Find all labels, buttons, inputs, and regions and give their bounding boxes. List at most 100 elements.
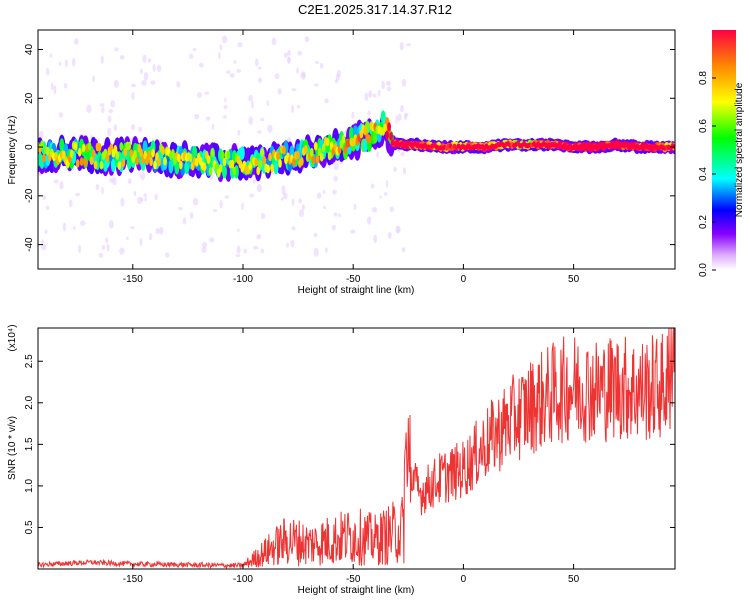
x-tick-label: -150 — [123, 574, 143, 585]
colorbar: 0.0 0.2 0.4 0.6 0.8 Normalized spectral ampl… — [698, 30, 745, 277]
heatmap-cell — [389, 131, 393, 141]
heatmap-noise-cell — [131, 92, 135, 101]
heatmap-cell — [325, 137, 330, 147]
heatmap-cell — [321, 143, 326, 153]
y-tick-label: 20 — [24, 92, 35, 104]
heatmap-noise-cell — [204, 91, 210, 95]
heatmap-noise-cell — [198, 62, 204, 68]
x-tick-label: 50 — [568, 274, 580, 285]
heatmap-noise-cell — [323, 205, 327, 210]
heatmap-noise-cell — [260, 248, 264, 254]
heatmap-noise-cell — [142, 54, 147, 63]
heatmap-cell — [161, 146, 165, 155]
heatmap-noise-cell — [353, 203, 357, 211]
heatmap-cell — [239, 146, 245, 160]
heatmap-noise-cell — [62, 222, 67, 232]
heatmap-cell — [149, 157, 153, 166]
heatmap-noise-cell — [45, 67, 50, 76]
heatmap-noise-cell — [131, 83, 136, 88]
heatmap-noise-cell — [266, 100, 270, 107]
heatmap-noise-cell — [45, 205, 50, 211]
heatmap-noise-cell — [201, 241, 208, 248]
heatmap-noise-cell — [98, 252, 104, 258]
heatmap-cell — [145, 156, 149, 166]
y-tick-label: 2.0 — [24, 395, 35, 409]
heatmap-cell — [188, 153, 193, 163]
heatmap-noise-cell — [395, 225, 400, 234]
heatmap-noise-cell — [397, 113, 402, 122]
heatmap-noise-cell — [130, 124, 136, 130]
x-tick-label: -150 — [123, 274, 143, 285]
heatmap-noise-cell — [139, 237, 143, 246]
heatmap-noise-cell — [68, 199, 73, 208]
heatmap-noise-cell — [364, 92, 369, 101]
heatmap-noise-cell — [402, 167, 407, 175]
heatmap-cell — [273, 160, 279, 175]
heatmap-noise-cell — [113, 124, 118, 132]
heatmap-noise-cell — [322, 189, 326, 194]
heatmap-noise-cell — [254, 58, 259, 67]
snr-y-axis: 0.5 1.0 1.5 2.0 2.5 — [24, 354, 675, 534]
heatmap-noise-cell — [301, 203, 305, 211]
heatmap-noise-cell — [256, 183, 262, 193]
heatmap-noise-cell — [291, 226, 296, 231]
heatmap-noise-cell — [385, 80, 391, 86]
heatmap-cell — [81, 143, 86, 153]
heatmap-noise-cell — [381, 80, 385, 90]
heatmap-noise-cell — [368, 90, 373, 98]
heatmap-noise-cell — [333, 175, 338, 182]
heatmap-noise-cell — [64, 59, 68, 68]
colorbar-tick-label: 0.0 — [698, 263, 709, 277]
heatmap-cell — [295, 150, 300, 160]
heatmap-noise-cell — [120, 197, 125, 207]
heatmap-cell — [270, 163, 274, 173]
heatmap-cell — [262, 155, 267, 165]
heatmap-cell — [266, 164, 270, 174]
heatmap-noise-cell — [59, 181, 64, 190]
heatmap-noise-cell — [313, 83, 319, 87]
heatmap-noise-cell — [248, 116, 253, 125]
heatmap-noise-cell — [152, 63, 156, 72]
heatmap-noise-cell — [86, 104, 92, 113]
heatmap-noise-cell — [304, 36, 310, 43]
x-tick-label: 50 — [568, 574, 580, 585]
heatmap-cell — [79, 157, 84, 167]
snr-series-line — [38, 328, 675, 569]
heatmap-cell — [260, 148, 265, 157]
spectrogram-heatmap — [38, 35, 675, 258]
heatmap-noise-cell — [44, 229, 48, 234]
heatmap-cell — [367, 134, 372, 144]
heatmap-noise-cell — [285, 242, 289, 248]
heatmap-noise-cell — [229, 73, 235, 78]
heatmap-noise-cell — [109, 219, 114, 229]
heatmap-noise-cell — [389, 206, 394, 213]
heatmap-cell — [383, 123, 388, 133]
heatmap-noise-cell — [218, 52, 221, 60]
heatmap-noise-cell — [236, 245, 241, 254]
heatmap-cell — [123, 147, 128, 157]
spectrogram-x-axis: -150 -100 -50 0 50 — [123, 30, 580, 285]
heatmap-noise-cell — [350, 229, 356, 234]
heatmap-noise-cell — [377, 89, 381, 97]
heatmap-noise-cell — [386, 86, 392, 92]
heatmap-cell — [163, 156, 167, 166]
heatmap-noise-cell — [139, 68, 143, 75]
heatmap-noise-cell — [113, 79, 119, 88]
heatmap-cell — [341, 134, 346, 144]
heatmap-noise-cell — [194, 113, 200, 120]
heatmap-noise-cell — [156, 64, 162, 73]
heatmap-noise-cell — [119, 55, 125, 60]
heatmap-cell — [69, 149, 74, 158]
heatmap-noise-cell — [58, 112, 64, 118]
heatmap-noise-cell — [212, 209, 218, 213]
heatmap-cell — [42, 153, 46, 163]
heatmap-cell — [171, 148, 175, 158]
heatmap-noise-cell — [71, 57, 76, 67]
heatmap-cell — [105, 153, 110, 163]
colorbar-title: Normalized spectral amplitude — [734, 82, 745, 217]
heatmap-noise-cell — [41, 243, 47, 251]
heatmap-cell — [83, 158, 88, 167]
heatmap-noise-cell — [301, 70, 306, 80]
snr-x-axis-title: Height of straight line (km) — [298, 585, 415, 596]
